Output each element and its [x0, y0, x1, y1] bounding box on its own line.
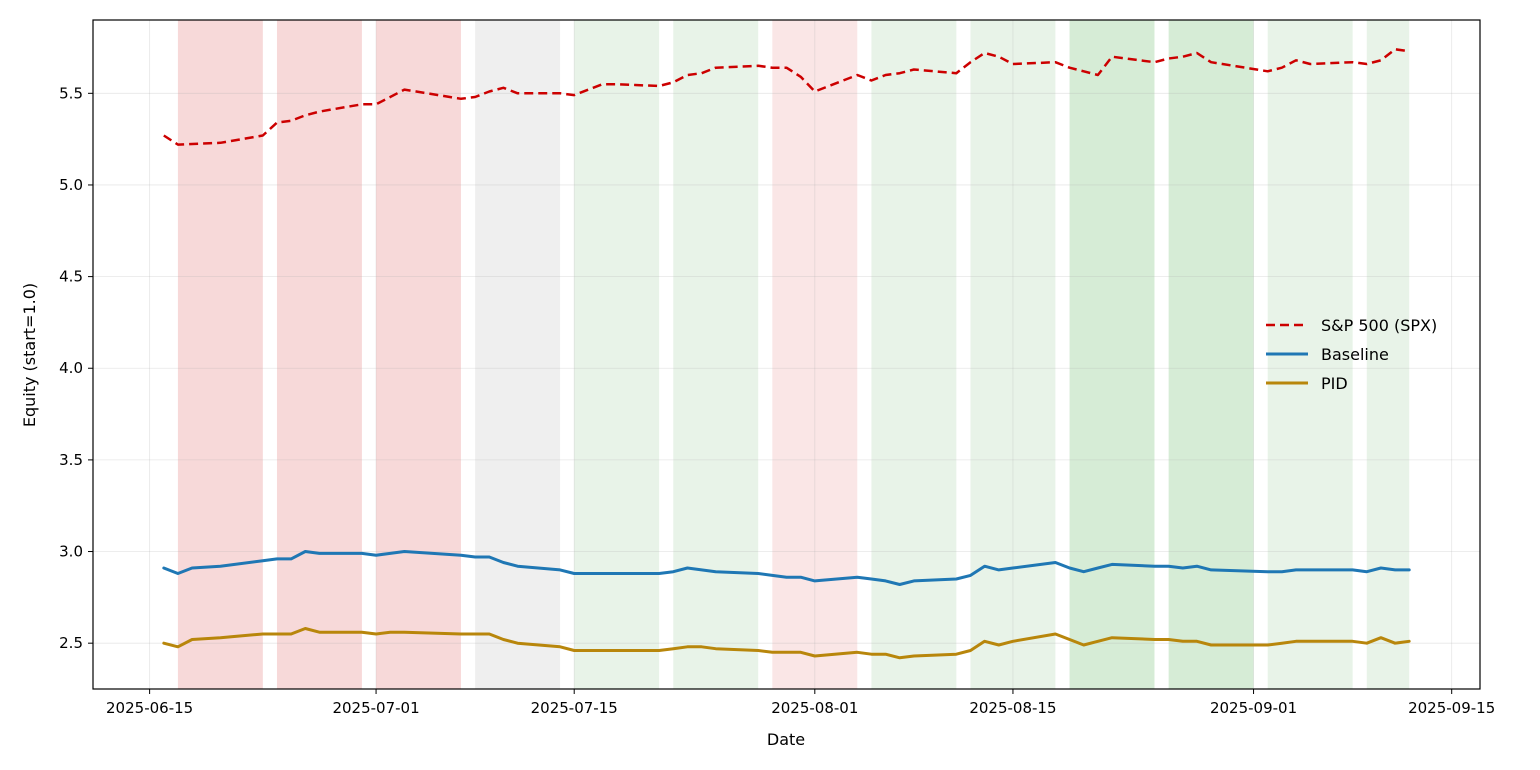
y-tick-label: 3.0 [59, 543, 83, 561]
y-axis-title: Equity (start=1.0) [20, 283, 39, 427]
y-tick-label: 4.5 [59, 268, 83, 286]
shaded-region-10 [1069, 20, 1155, 689]
legend-item-pid: PID [1266, 374, 1348, 393]
series-lines [162, 48, 1411, 660]
shaded-region-13 [1366, 20, 1410, 689]
legend-label-spx: S&P 500 (SPX) [1321, 316, 1437, 335]
legend: S&P 500 (SPX) Baseline PID [1266, 316, 1437, 393]
shaded-region-11 [1168, 20, 1254, 689]
x-tick-label: 2025-09-15 [1408, 699, 1495, 717]
shaded-region-5 [574, 20, 660, 689]
grid-lines [93, 20, 1480, 689]
series-line-pid [162, 627, 1411, 660]
y-tick-label: 5.0 [59, 176, 83, 194]
x-tick-label: 2025-06-15 [106, 699, 193, 717]
x-axis-title: Date [767, 730, 805, 749]
shaded-region-1 [177, 20, 263, 689]
x-axis-ticks: 2025-06-15 2025-07-01 2025-07-15 2025-08-01… [106, 689, 1495, 717]
y-axis-ticks: 2.5 3.0 3.5 4.0 4.5 5.0 5.5 [59, 84, 93, 652]
x-tick-label: 2025-07-15 [531, 699, 618, 717]
shaded-region-6 [673, 20, 759, 689]
legend-item-spx: S&P 500 (SPX) [1266, 316, 1437, 335]
shaded-region-3 [376, 20, 461, 689]
shaded-region-9 [970, 20, 1056, 689]
x-tick-label: 2025-07-01 [332, 699, 419, 717]
x-tick-label: 2025-08-01 [771, 699, 858, 717]
regime-shading [177, 20, 1410, 689]
shaded-region-4 [475, 20, 561, 689]
shaded-region-8 [871, 20, 957, 689]
x-tick-label: 2025-09-01 [1210, 699, 1297, 717]
legend-label-pid: PID [1321, 374, 1348, 393]
y-tick-label: 3.5 [59, 451, 83, 469]
series-line-s-p-500-spx [163, 48, 1410, 146]
y-tick-label: 5.5 [59, 84, 83, 102]
shaded-region-2 [276, 20, 362, 689]
y-tick-label: 4.0 [59, 359, 83, 377]
legend-item-baseline: Baseline [1266, 345, 1389, 364]
x-tick-label: 2025-08-15 [969, 699, 1056, 717]
y-tick-label: 2.5 [59, 634, 83, 652]
plot-frame [92, 19, 1481, 690]
series-line-baseline [162, 550, 1411, 586]
legend-label-baseline: Baseline [1321, 345, 1389, 364]
